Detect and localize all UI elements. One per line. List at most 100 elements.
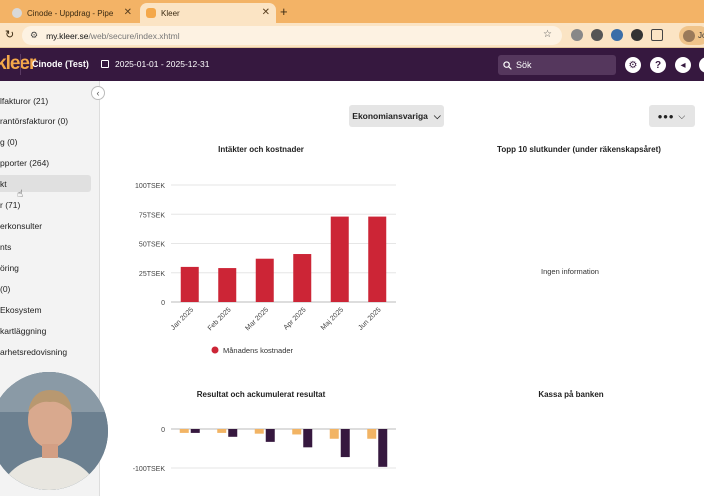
browser-toolbar: ↻ ⚙ my.kleer.se/web/secure/index.xhtml ☆… [0,23,704,48]
chart-title-income-costs: Intäkter och kostnader [218,145,304,154]
chevron-down-icon: ⌵ [678,110,687,121]
period-label: 2025-01-01 - 2025-12-31 [115,59,210,69]
bar [292,429,302,435]
sidebar-item[interactable]: öring [0,259,91,276]
reload-icon[interactable]: ↻ [5,29,15,41]
legend-label: Månadens kostnader [223,346,294,355]
bar [378,429,388,467]
more-label: ••• [657,108,675,124]
sidebar-item-label: g (0) [0,136,18,147]
extension-icon[interactable] [591,29,603,41]
profile-label: Jo [698,31,704,40]
search-icon [503,60,512,70]
app-header: kleer Cinode (Test) 2025-01-01 - 2025-12… [0,48,704,81]
chevron-down-icon: ⌵ [433,110,441,121]
sidebar-item-label: pporter (264) [0,157,50,168]
more-options-button[interactable]: ••• ⌵ [649,105,695,127]
sidebar-item[interactable]: erkonsulter [0,217,91,234]
bar [254,429,264,434]
y-tick-label: 0 [161,300,165,307]
close-icon[interactable]: ✕ [261,7,270,18]
bar [190,429,200,433]
dashboard-select[interactable]: Ekonomiansvariga ⌵ [349,105,444,127]
bar [293,254,312,302]
bar [367,429,377,439]
calendar-icon [101,60,109,68]
cinode-favicon-icon [12,8,22,18]
company-name[interactable]: Cinode (Test) [32,59,89,69]
sidebar-item-label: rantörsfakturor (0) [0,115,69,126]
extension-icon[interactable] [571,29,583,41]
sidebar-item[interactable]: rantörsfakturor (0) [0,112,91,129]
bar [217,429,227,433]
sidebar-item[interactable]: lfakturor (21) [0,92,91,109]
y-tick-label: -100TSEK [133,466,166,473]
tab-title: Kleer [161,8,180,18]
extension-icon[interactable] [631,29,643,41]
bar [330,216,349,302]
search-placeholder: Sök [516,60,532,70]
bar [368,216,387,302]
sidebar-item-label: erkonsulter [0,220,43,231]
sidebar-item[interactable]: pporter (264) [0,154,91,171]
fiscal-period[interactable]: 2025-01-01 - 2025-12-31 [101,59,210,69]
dashboard: Ekonomiansvariga ⌵ ••• ⌵ Intäkter och ko… [101,81,704,496]
bar [265,429,275,442]
sidebar-item[interactable]: nts [0,238,91,255]
sidebar-item-label: kartläggning [0,325,47,336]
sidebar-item[interactable]: g (0) [0,133,91,150]
chart-title-result: Resultat och ackumulerat resultat [196,390,326,399]
pointer-cursor-icon: ☝ [17,189,24,200]
top-customers-empty: Ingen information [541,267,599,276]
chevron-left-icon[interactable]: ‹ [91,86,105,100]
y-tick-label: 50TSEK [139,242,165,249]
megaphone-icon[interactable]: ◂ [675,57,691,73]
sidebar-item-label: lfakturor (21) [0,95,49,106]
browser-tab-cinode[interactable]: Cinode - Uppdrag - Pipe ✕ [6,3,138,23]
y-tick-label: 100TSEK [135,183,165,190]
profile-button[interactable]: Jo [679,26,704,45]
header-divider [20,54,21,75]
url-host: my.kleer.se [46,30,89,41]
sidebar-item-label: Ekosystem [0,304,42,315]
bar [303,429,313,448]
avatar [683,29,695,42]
extensions-puzzle-icon[interactable] [651,29,663,41]
tab-title: Cinode - Uppdrag - Pipe [27,8,114,18]
sidebar-item-label: (0) [0,283,11,294]
y-tick-label: 75TSEK [139,212,165,219]
sidebar-item-label: nts [0,241,12,252]
bar [179,429,189,433]
gear-icon[interactable]: ⚙ [625,57,641,73]
close-icon[interactable]: ✕ [123,7,132,18]
y-tick-label: 25TSEK [139,271,165,278]
help-icon[interactable]: ? [650,57,666,73]
search-input[interactable]: Sök [498,55,616,75]
bar [340,429,350,458]
y-tick-label: 0 [161,427,165,434]
sidebar-item[interactable]: kartläggning [0,322,91,339]
address-bar[interactable]: ⚙ my.kleer.se/web/secure/index.xhtml ☆ [22,26,562,45]
bookmark-star-icon[interactable]: ☆ [543,29,552,40]
bar [218,268,237,302]
sidebar-item-label: kt [0,178,7,189]
kleer-favicon-icon [146,8,156,18]
site-info-icon[interactable]: ⚙ [30,30,39,40]
menu-icon[interactable]: ≡ [699,57,704,73]
sidebar-item[interactable]: r (71) [0,196,91,213]
bar [180,266,199,302]
sidebar-item[interactable]: Ekosystem [0,301,91,318]
bar [329,429,339,439]
result-chart: 0 -100TSEK [133,427,396,473]
dashboard-select-label: Ekonomiansvariga [352,111,428,121]
url-path: /web/secure/index.xhtml [88,30,180,41]
browser-tab-kleer[interactable]: Kleer ✕ [140,3,276,23]
sidebar-item[interactable]: (0) [0,280,91,297]
new-tab-icon[interactable]: + [280,4,288,19]
chart-title-bank-cash: Kassa på banken [538,390,604,399]
extension-icon[interactable] [611,29,623,41]
kleer-logo[interactable]: kleer [0,53,36,74]
sidebar-item[interactable]: arhetsredovisning [0,343,91,360]
sidebar-item[interactable]: kt [0,175,91,192]
